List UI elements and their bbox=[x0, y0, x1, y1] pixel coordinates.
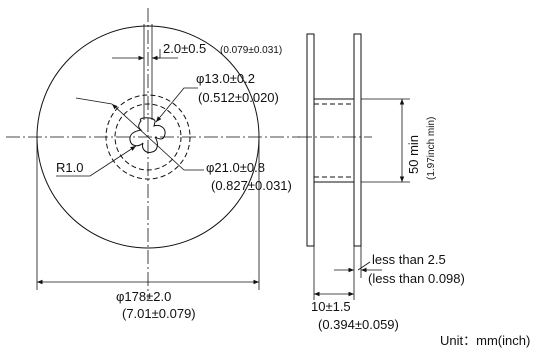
reel-side-view bbox=[298, 33, 410, 300]
width-inch-label: (0.394±0.059) bbox=[318, 317, 399, 332]
core-dia-label: φ21.0±0.8 bbox=[206, 160, 265, 175]
core-height-label: 50 min bbox=[406, 135, 421, 174]
reel-dia-inch-label: (7.01±0.079) bbox=[122, 306, 196, 321]
flange-right bbox=[353, 33, 362, 247]
core-dia-leader bbox=[111, 103, 204, 171]
hub-dia-label: φ13.0±0.2 bbox=[196, 71, 255, 86]
slot-width-inch-label: (0.079±0.031) bbox=[220, 45, 282, 56]
radius-label: R1.0 bbox=[56, 160, 83, 175]
reel-front-view bbox=[6, 8, 300, 300]
spindle-hole-shape bbox=[129, 117, 166, 153]
radius-leader bbox=[56, 145, 137, 177]
reel-dia-label: φ178±2.0 bbox=[116, 289, 171, 304]
width-label: 10±1.5 bbox=[311, 299, 351, 314]
unit-label: Unit：mm(inch) bbox=[440, 333, 530, 348]
flange-gap-label: less than 2.5 bbox=[372, 252, 446, 267]
hub-dia-leader bbox=[155, 87, 198, 123]
core-dia-leader-tail bbox=[75, 97, 113, 105]
flange-gap-inch-label: (less than 0.098) bbox=[368, 271, 465, 286]
gap-leader bbox=[357, 261, 371, 271]
flange-left bbox=[306, 33, 315, 247]
slot-width-label: 2.0±0.5 bbox=[163, 41, 206, 56]
core-height-inch-label: (1.97inch min) bbox=[426, 117, 437, 180]
hub-dia-inch-label: (0.512±0.020) bbox=[198, 90, 279, 105]
core-dia-inch-label: (0.827±0.031) bbox=[211, 178, 292, 193]
